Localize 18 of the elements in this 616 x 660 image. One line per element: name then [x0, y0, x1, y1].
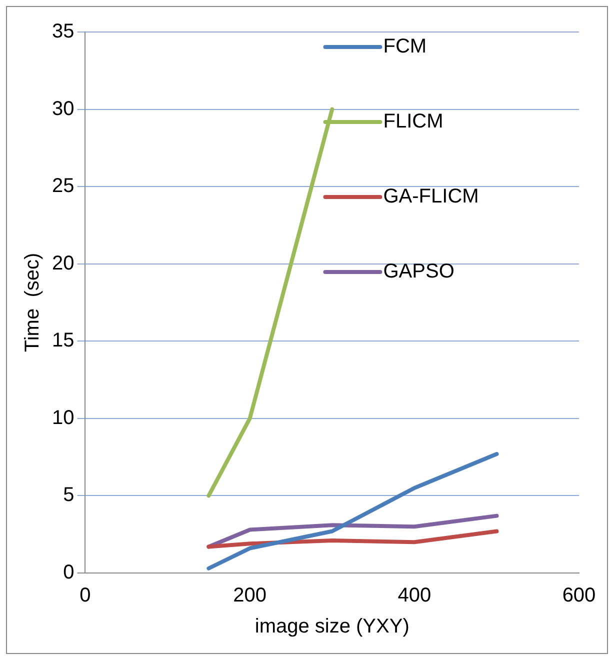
y-axis-title: Time (sec) [22, 252, 44, 352]
y-tick-label: 10 [52, 406, 74, 429]
legend-label: FCM [383, 36, 427, 58]
legend-label: GAPSO [383, 260, 454, 283]
y-tick-label: 35 [52, 20, 74, 43]
x-tick-label: 200 [233, 584, 267, 607]
y-tick-label: 15 [52, 330, 74, 352]
x-axis-title: image size (YXY) [254, 616, 410, 638]
y-tick-label: 5 [63, 484, 74, 506]
y-tick-label: 30 [52, 98, 74, 120]
y-tick-label: 0 [63, 562, 74, 584]
y-tick-label: 20 [52, 252, 74, 274]
x-tick-label: 400 [398, 584, 432, 607]
x-tick-label: 0 [80, 584, 91, 607]
y-tick-label: 25 [52, 175, 74, 198]
legend-label: FLICM [383, 110, 444, 133]
legend-label: GA-FLICM [383, 186, 479, 208]
x-tick-label: 600 [562, 584, 596, 607]
